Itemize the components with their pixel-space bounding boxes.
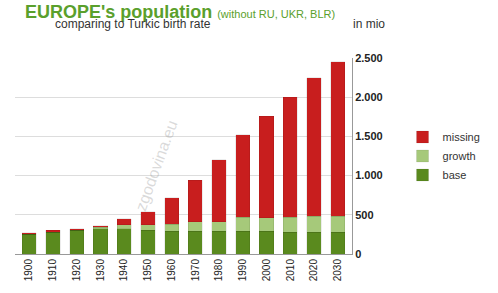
svg-text:in mio: in mio [353,17,385,31]
svg-text:comparing to Turkic birth rate: comparing to Turkic birth rate [55,17,211,31]
svg-text:2000: 2000 [261,259,272,282]
svg-text:base: base [443,169,467,181]
svg-text:1900: 1900 [23,259,34,282]
svg-text:2010: 2010 [285,259,296,282]
svg-text:1.000: 1.000 [355,169,383,181]
svg-text:EUROPE's population (without R: EUROPE's population (without RU, UKR, BL… [25,2,335,22]
svg-text:2020: 2020 [308,259,319,282]
svg-text:2030: 2030 [332,259,343,282]
svg-text:1.500: 1.500 [355,130,383,142]
svg-text:1910: 1910 [47,259,58,282]
svg-text:missing: missing [443,131,480,143]
svg-text:growth: growth [443,150,476,162]
svg-text:1970: 1970 [190,259,201,282]
svg-text:1920: 1920 [71,259,82,282]
svg-text:1940: 1940 [118,259,129,282]
svg-text:1990: 1990 [237,259,248,282]
svg-text:1950: 1950 [142,259,153,282]
svg-text:1960: 1960 [166,259,177,282]
svg-text:zgodovina.eu: zgodovina.eu [132,118,181,213]
svg-text:2.500: 2.500 [355,52,383,64]
svg-text:500: 500 [355,209,373,221]
svg-text:1980: 1980 [213,259,224,282]
svg-text:1930: 1930 [95,259,106,282]
svg-text:0: 0 [355,248,361,260]
svg-text:2.000: 2.000 [355,91,383,103]
